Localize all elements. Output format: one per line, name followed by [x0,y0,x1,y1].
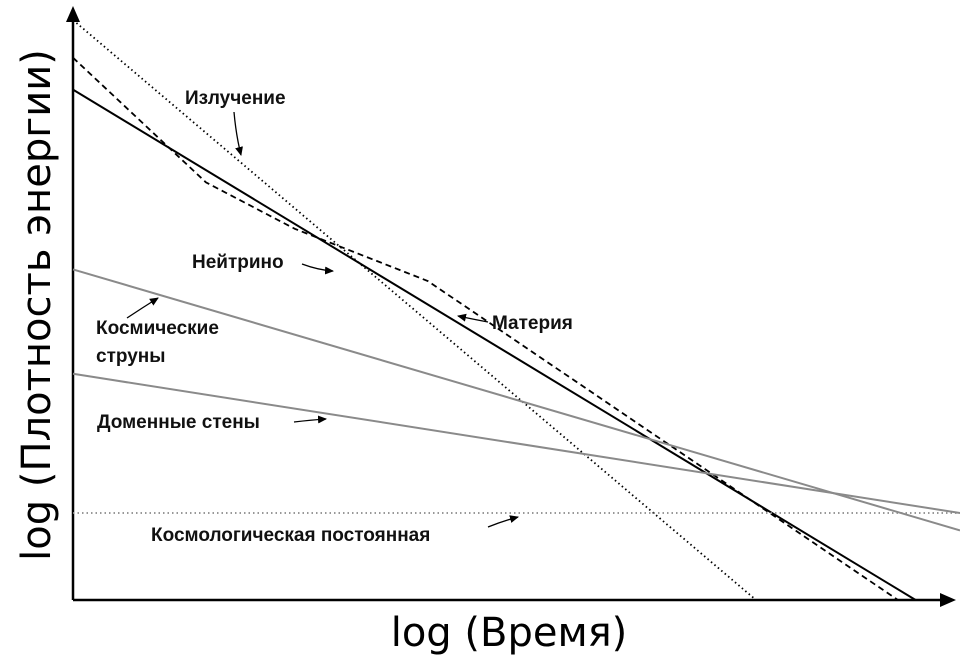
series-line-neutrinos [72,57,899,601]
lambda-pointer [487,515,519,528]
label-radiation: Излучение [185,88,286,109]
label-strings-line-1: Космические [96,318,219,339]
y-axis-arrow [66,6,80,22]
label-lambda: Космологическая постоянная [151,525,430,546]
label-walls: Доменные стены [97,412,260,433]
neutrinos-pointer [301,263,334,275]
y-axis-title: log (Плотность энергии) [14,49,60,561]
series-line-radiation [72,19,757,601]
label-neutrinos: Нейтрино [192,252,284,273]
walls-pointer [293,415,327,424]
series-line-strings [72,268,960,532]
matter-pointer [457,313,489,323]
series-line-walls [72,372,960,514]
x-axis-title: log (Время) [391,610,628,656]
label-matter: Материя [492,313,573,334]
series-line-matter [72,88,917,601]
radiation-pointer [233,111,243,156]
strings-pointer [126,297,159,319]
label-strings: Космические струны [96,318,224,367]
label-strings-line-2: струны [96,346,166,367]
x-axis-arrow [940,593,956,607]
series-layer [72,19,960,601]
